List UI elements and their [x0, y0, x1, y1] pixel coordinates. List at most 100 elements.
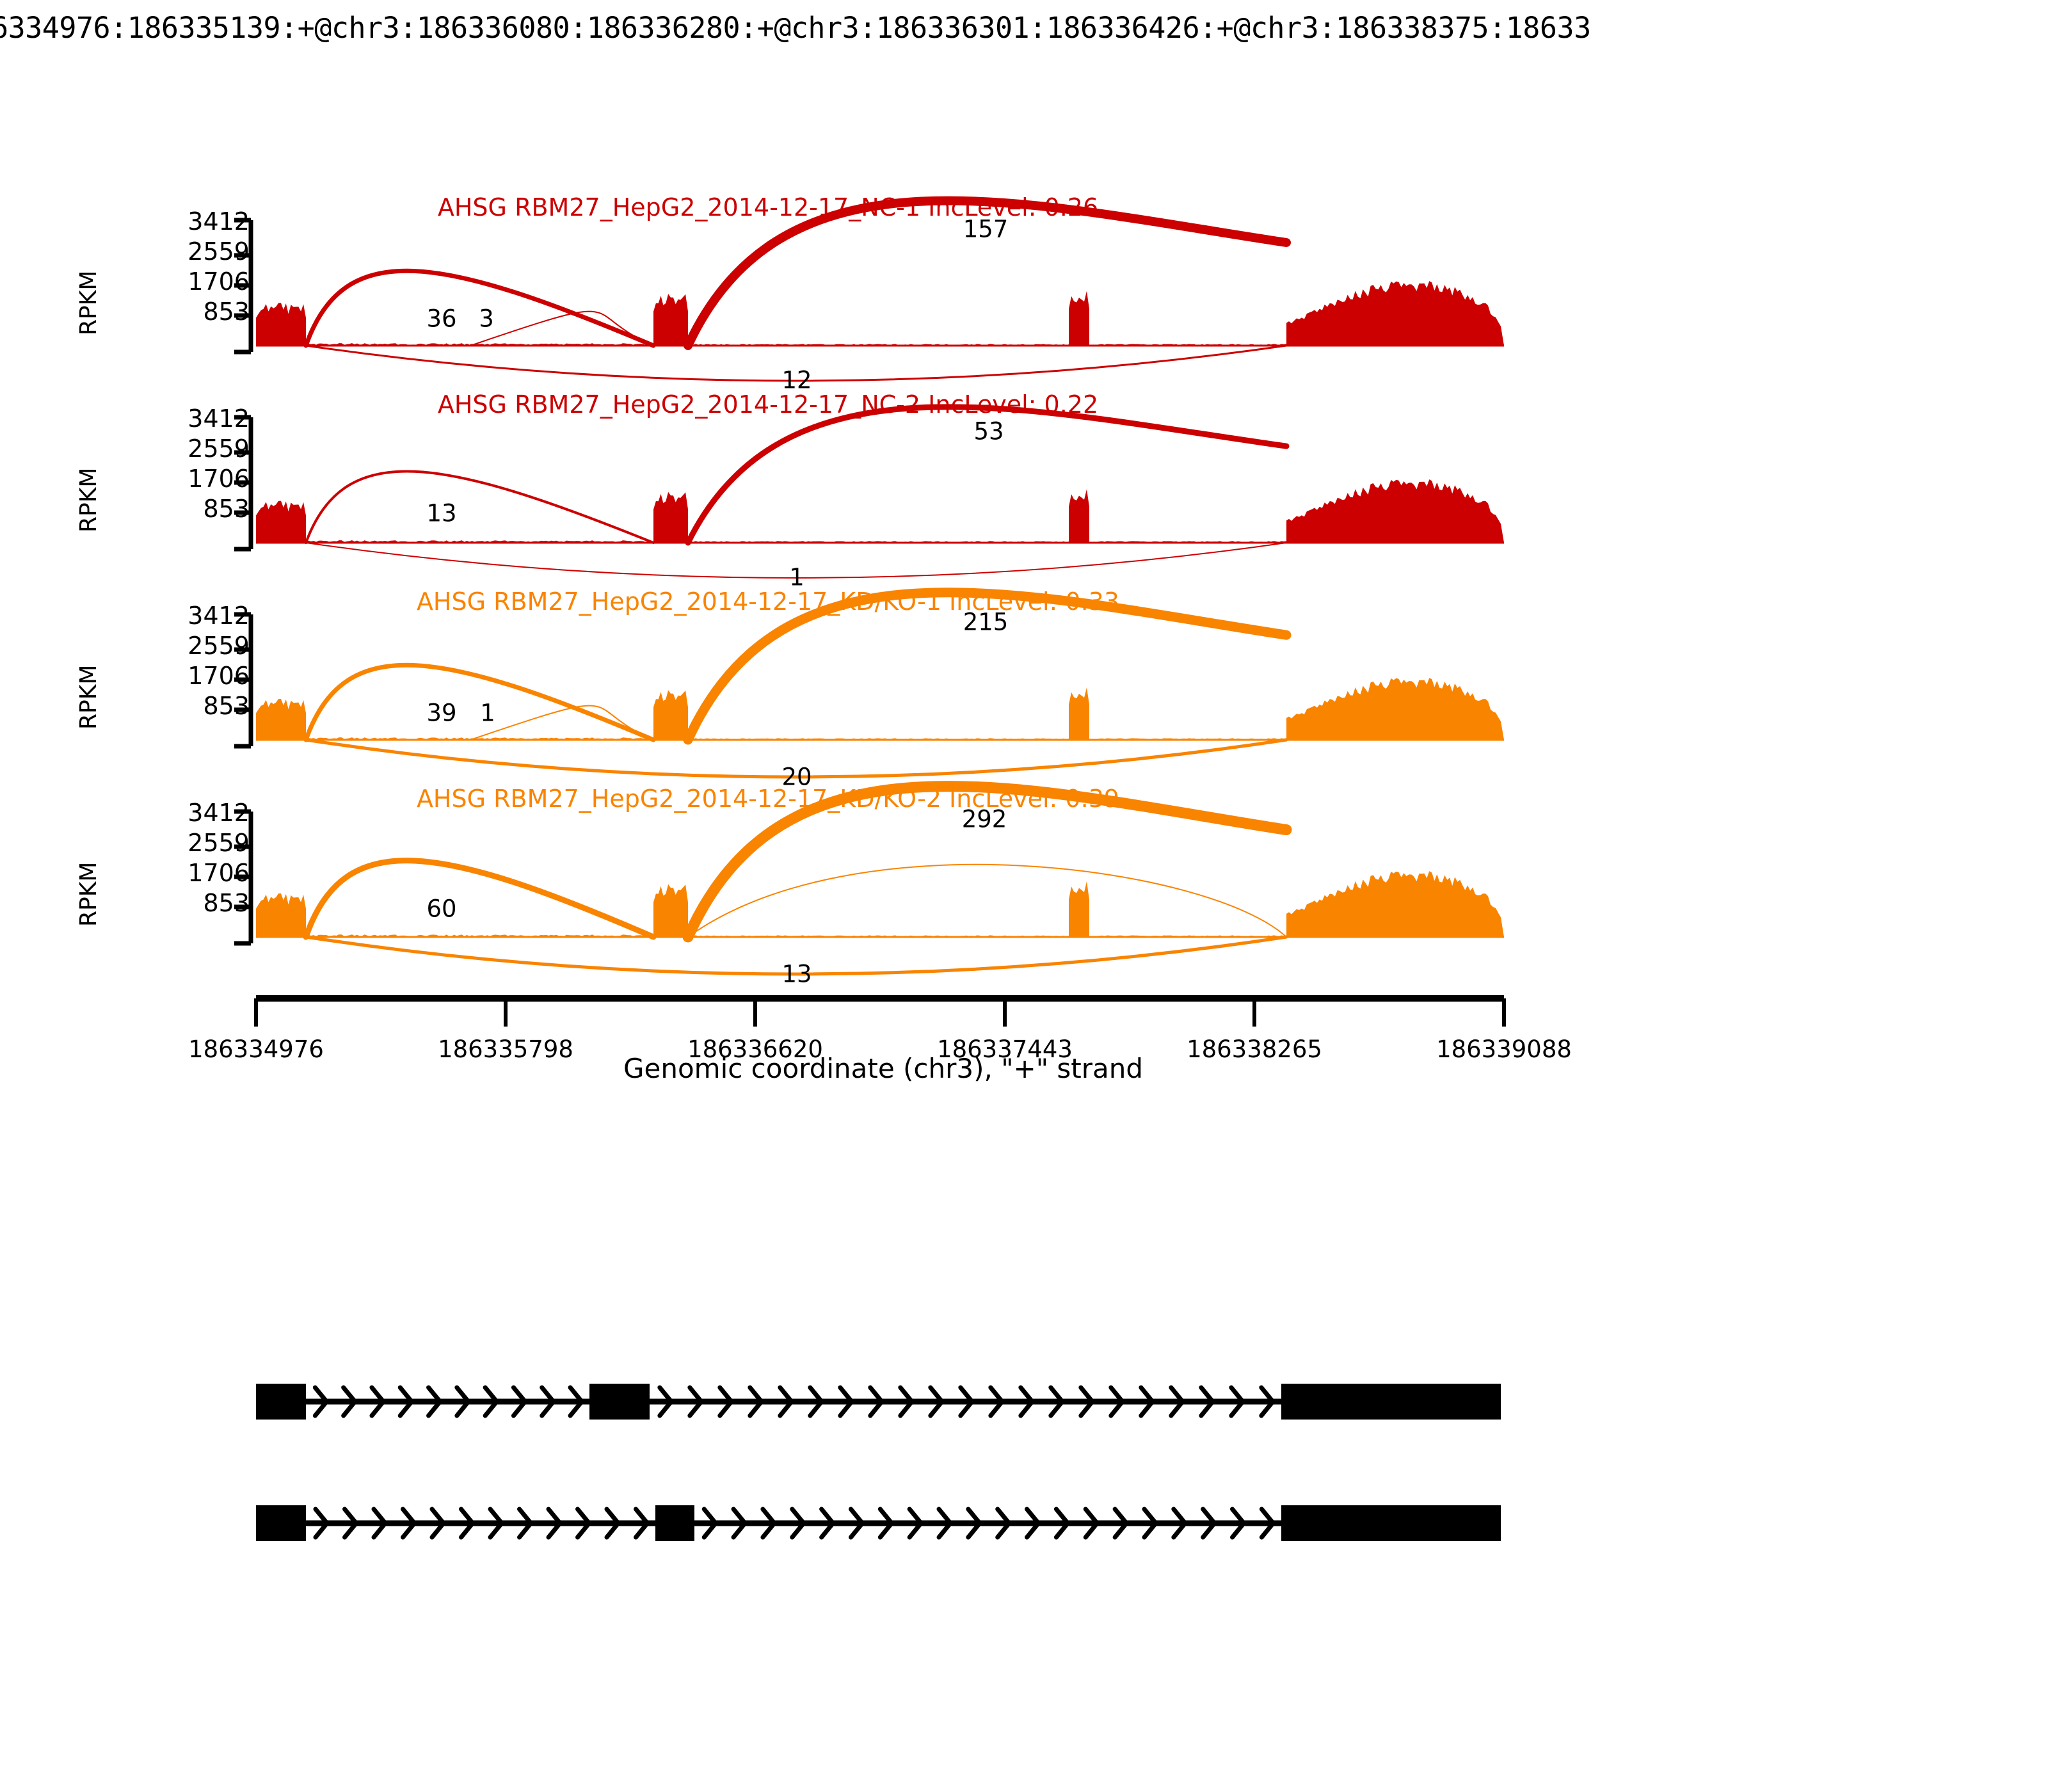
strand-arrow-icon	[928, 1385, 945, 1418]
strand-arrow-icon	[731, 1507, 748, 1540]
strand-arrow-icon	[397, 1385, 414, 1418]
junction-read-count: 36	[426, 305, 456, 333]
strand-arrow-icon	[1083, 1507, 1100, 1540]
strand-arrow-icon	[966, 1507, 982, 1540]
y-tick-label: 853	[203, 692, 250, 720]
strand-arrow-icon	[634, 1507, 650, 1540]
coverage-panel-nc-2: 3412 2559 1706 853 RPKM AHSG RBM27_HepG2_2014…	[0, 389, 2048, 591]
strand-arrow-icon	[995, 1507, 1012, 1540]
junction-read-count: 39	[426, 700, 456, 727]
junction-read-count: 60	[426, 895, 456, 923]
strand-arrow-icon	[1053, 1507, 1070, 1540]
strand-arrow-icon	[369, 1385, 386, 1418]
junction-arc	[470, 705, 654, 740]
junction-arc	[305, 344, 1288, 382]
x-tick-label: 186335798	[438, 1036, 573, 1063]
junction-read-count: 53	[973, 418, 1004, 445]
strand-arrow-icon	[760, 1507, 777, 1540]
coverage-panel-kd-1: 3412 2559 1706 853 RPKM AHSG RBM27_HepG2_2014…	[0, 586, 2048, 791]
gene-model-track	[0, 1312, 2048, 1600]
junction-arc	[683, 588, 1292, 745]
strand-arrow-icon	[790, 1507, 806, 1540]
strand-arrow-icon	[701, 1507, 718, 1540]
junction-read-count: 1	[480, 700, 495, 727]
strand-arrow-icon	[1048, 1385, 1065, 1418]
coverage-area	[256, 281, 1504, 346]
strand-arrow-icon	[401, 1507, 417, 1540]
junction-read-count: 13	[426, 500, 456, 527]
strand-arrow-icon	[1171, 1507, 1188, 1540]
junction-read-count: 20	[781, 764, 812, 791]
exon-block	[1281, 1505, 1501, 1541]
coverage-panel-kd-2: 3412 2559 1706 853 RPKM AHSG RBM27_HepG2_2014…	[0, 780, 2048, 988]
strand-arrow-icon	[1229, 1385, 1245, 1418]
junction-arc	[303, 662, 656, 742]
junction-read-count: 12	[781, 367, 812, 394]
y-tick-label: 853	[203, 889, 250, 917]
strand-arrow-icon	[371, 1507, 388, 1540]
junction-arc	[305, 542, 1287, 579]
junction-arc	[684, 196, 1291, 350]
strand-arrow-icon	[988, 1385, 1005, 1418]
junction-arc	[304, 935, 1288, 976]
page-title: 6334976:186335139:+@chr3:186336080:18633…	[0, 11, 1591, 45]
strand-arrow-icon	[454, 1385, 471, 1418]
strand-arrow-icon	[312, 1385, 329, 1418]
strand-arrow-icon	[342, 1507, 359, 1540]
junction-arc	[303, 858, 657, 940]
strand-arrow-icon	[575, 1507, 592, 1540]
strand-arrow-icon	[1201, 1507, 1217, 1540]
junction-read-count: 3	[479, 305, 494, 333]
junction-arc	[305, 470, 655, 544]
y-tick-label: 1706	[188, 662, 250, 690]
strand-arrow-icon	[838, 1385, 854, 1418]
y-tick-label: 853	[203, 495, 250, 523]
strand-arrow-icon	[907, 1507, 924, 1540]
strand-arrow-icon	[511, 1385, 527, 1418]
coverage-area	[256, 678, 1504, 740]
x-tick-label: 186337443	[937, 1036, 1073, 1063]
strand-arrow-icon	[1169, 1385, 1185, 1418]
strand-arrow-icon	[568, 1385, 584, 1418]
junction-read-count: 157	[963, 216, 1009, 243]
strand-arrow-icon	[341, 1385, 358, 1418]
exon-block	[655, 1505, 694, 1541]
exon-block	[256, 1384, 306, 1420]
strand-arrow-icon	[958, 1385, 975, 1418]
strand-arrow-icon	[517, 1507, 534, 1540]
strand-arrow-icon	[1025, 1507, 1041, 1540]
strand-arrow-icon	[687, 1385, 704, 1418]
strand-arrow-icon	[778, 1385, 794, 1418]
gene-model-graphics	[256, 1384, 1501, 1541]
strand-arrow-icon	[426, 1385, 443, 1418]
strand-arrow-icon	[483, 1385, 499, 1418]
panel-graphics-kd-1: 39 1 215 20	[234, 588, 1504, 791]
panel-graphics-kd-2: 60 292 13	[234, 780, 1504, 988]
x-axis-graphics	[254, 995, 1506, 1027]
junction-arc	[470, 310, 654, 346]
strand-arrow-icon	[877, 1507, 894, 1540]
strand-arrow-icon	[819, 1507, 836, 1540]
coverage-area	[256, 871, 1504, 937]
exon-block	[256, 1505, 306, 1541]
x-tick-label: 186338265	[1187, 1036, 1322, 1063]
x-tick-label: 186334976	[188, 1036, 324, 1063]
x-axis: 186334976 186335798 186336620 186337443 1863…	[0, 986, 2048, 1114]
strand-arrow-icon	[657, 1385, 674, 1418]
strand-arrow-icon	[1259, 1385, 1276, 1418]
x-tick-label: 186339088	[1436, 1036, 1572, 1063]
strand-arrow-icon	[546, 1507, 563, 1540]
coverage-panel-nc-1: 3412 2559 1706 853 RPKM AHSG RBM27_HepG2_2014…	[0, 192, 2048, 394]
gene-model-isoform-inclusion	[256, 1384, 1501, 1420]
strand-arrow-icon	[868, 1385, 884, 1418]
strand-arrow-icon	[1108, 1385, 1125, 1418]
junction-read-count: 13	[781, 961, 812, 988]
x-tick-label: 186336620	[687, 1036, 823, 1063]
exon-block	[589, 1384, 650, 1420]
junction-read-count: 215	[963, 609, 1009, 636]
y-tick-label: 2559	[188, 435, 250, 463]
strand-arrow-icon	[936, 1507, 953, 1540]
strand-arrow-icon	[808, 1385, 824, 1418]
y-tick-label: 853	[203, 298, 250, 326]
strand-arrow-icon	[604, 1507, 621, 1540]
